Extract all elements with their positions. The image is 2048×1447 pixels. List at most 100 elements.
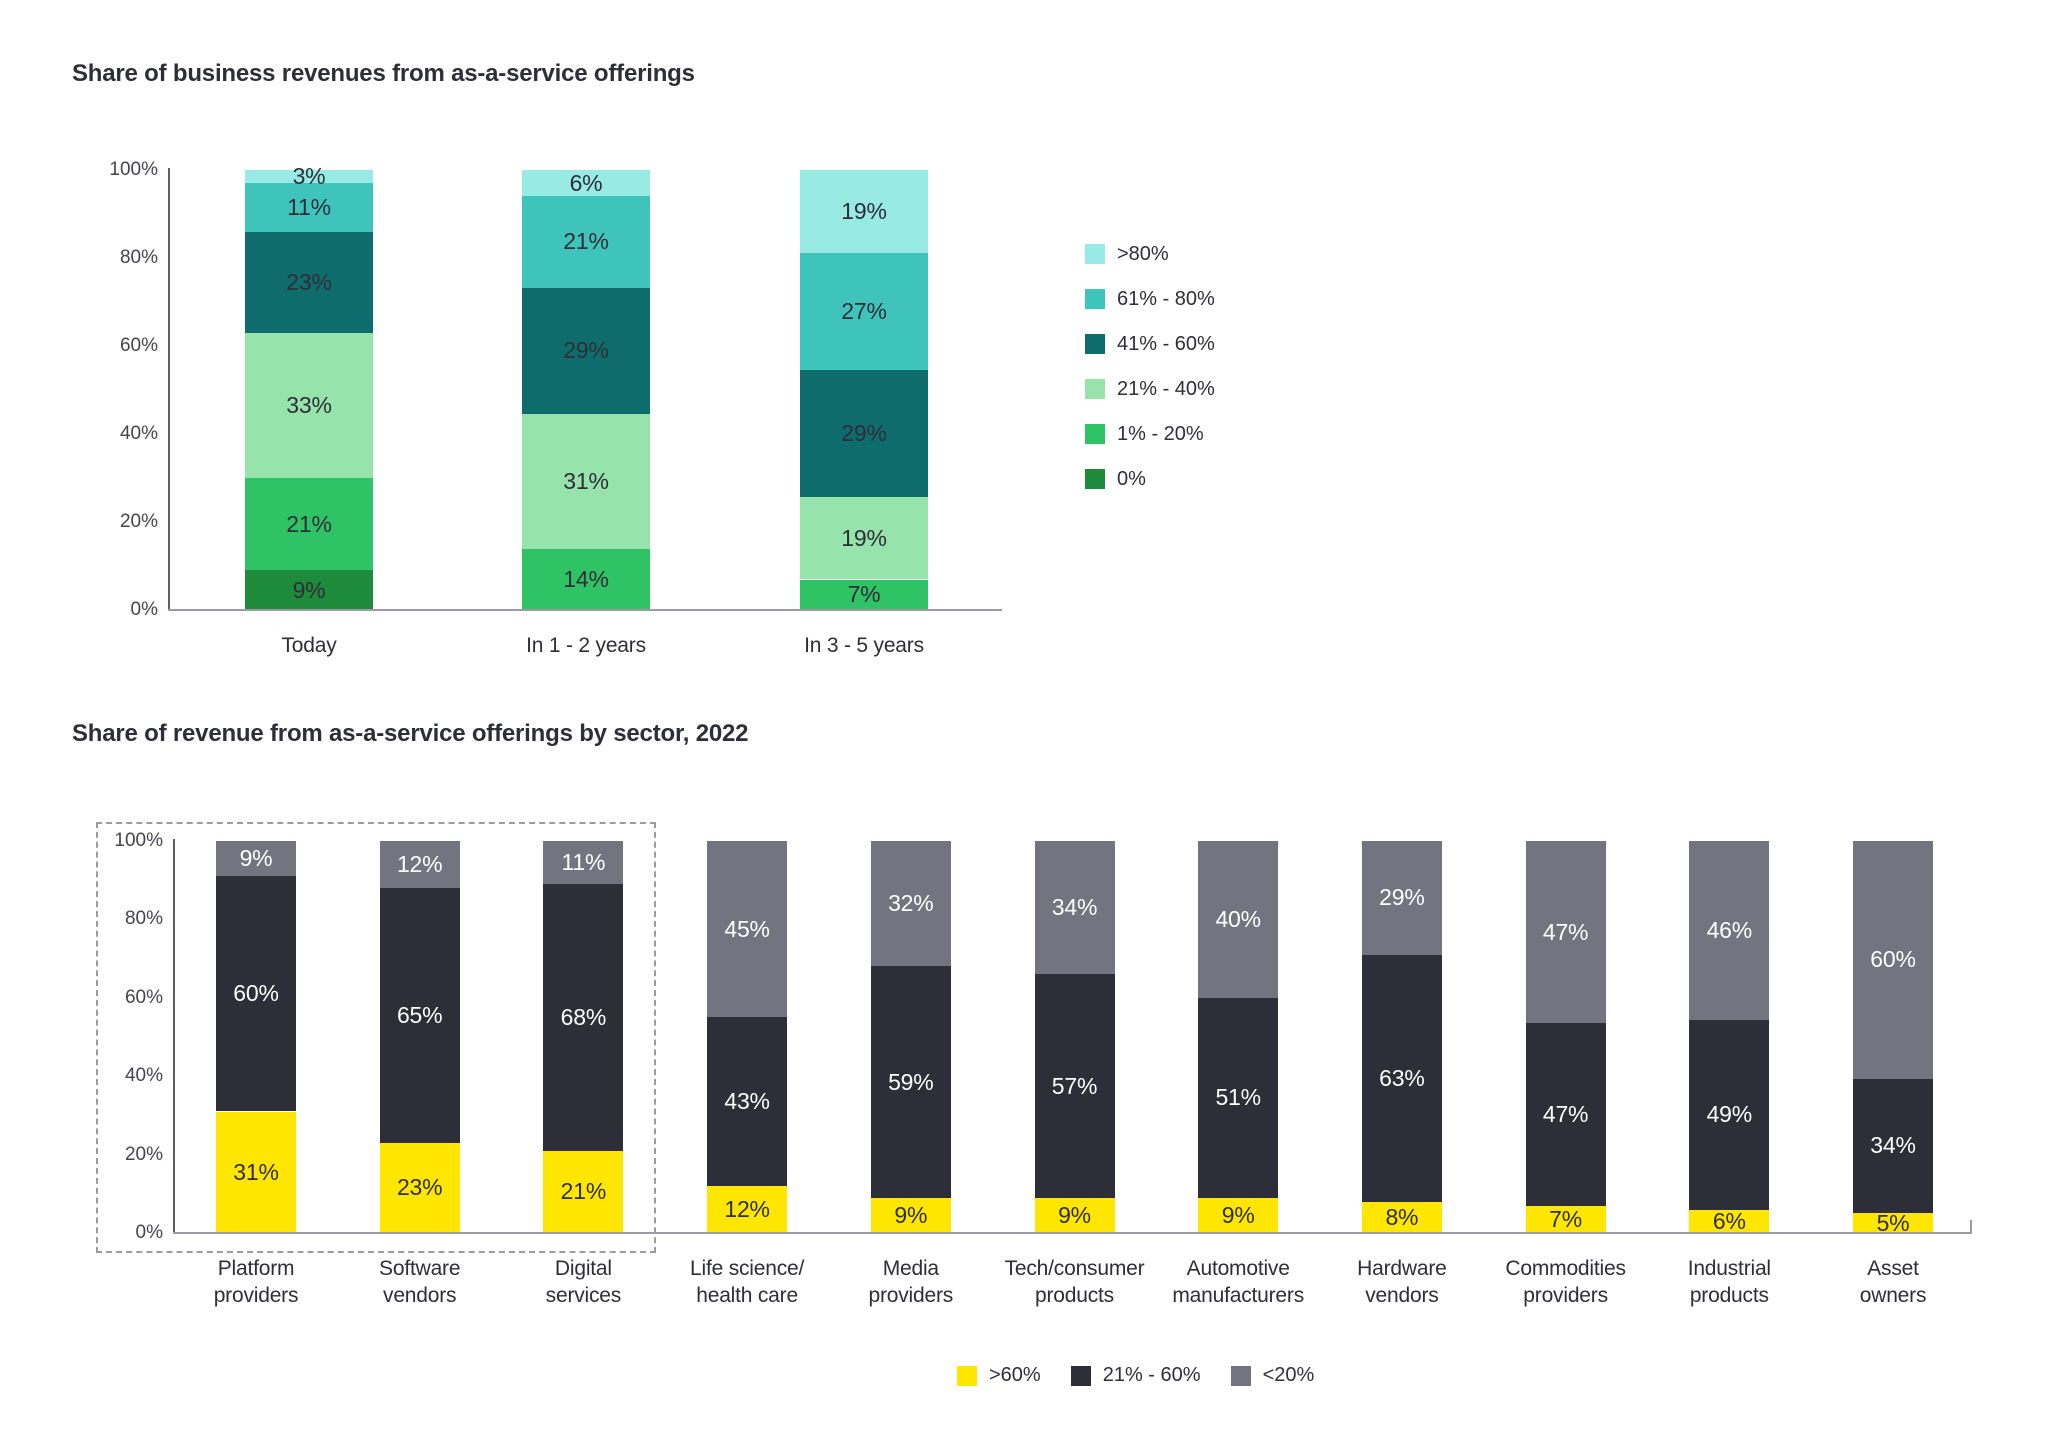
bar-value-label: 46% (1706, 916, 1753, 943)
bar-value-label: 7% (1549, 1205, 1583, 1232)
bar-value-label: 11% (287, 193, 331, 220)
legend-label: 0% (1117, 468, 1146, 490)
bar-segment (1526, 841, 1606, 1024)
bar-segment (245, 183, 373, 232)
bar-segment (1526, 1205, 1606, 1233)
y-axis-tick-label: 0% (130, 599, 158, 620)
x-axis-end-tick (1970, 1220, 1972, 1233)
y-axis-line (173, 839, 175, 1233)
bar-segment (1035, 974, 1115, 1198)
bar-value-label: 3% (292, 163, 326, 190)
bar-value-label: 21% (563, 228, 609, 255)
bar-segment (707, 1017, 787, 1186)
bar-value-label: 7% (847, 581, 881, 608)
bar-segment (522, 196, 650, 288)
x-axis-line (168, 609, 1002, 611)
category-label: Life science/ health care (690, 1257, 805, 1308)
category-label: Automotive manufacturers (1172, 1257, 1304, 1308)
bar-segment (1362, 1201, 1442, 1233)
bar-segment (871, 841, 951, 967)
bar-value-label: 34% (1870, 1132, 1916, 1159)
category-label: Tech/consumer products (1004, 1257, 1145, 1308)
bar-segment (245, 478, 373, 571)
bar-value-label: 9% (1058, 1201, 1091, 1228)
legend-item: 21% - 60% (1070, 1364, 1201, 1387)
bar-value-label: 31% (563, 468, 609, 494)
bar-segment (245, 231, 373, 333)
bar-value-label: 27% (841, 298, 887, 325)
bar-segment (245, 170, 373, 184)
legend-label: >60% (989, 1364, 1041, 1386)
bar-value-label: 29% (1379, 884, 1425, 911)
bar-value-label: 8% (1385, 1203, 1419, 1230)
bar-value-label: 23% (286, 268, 332, 295)
y-axis-tick-label: 40% (124, 1065, 163, 1087)
bar-segment (1526, 1023, 1606, 1206)
chart1-title: Share of business revenues from as-a-ser… (72, 60, 695, 87)
bar-segment (216, 876, 296, 1112)
bar-value-label: 68% (560, 1003, 607, 1030)
legend-swatch (1085, 244, 1105, 264)
bar-value-label: 14% (563, 566, 609, 592)
bar-segment (1035, 1197, 1115, 1233)
bar-value-label: 32% (888, 890, 934, 917)
legend-label: 21% - 40% (1117, 378, 1215, 400)
y-axis-tick-label: 80% (119, 247, 158, 268)
bar-value-label: 43% (724, 1088, 770, 1115)
legend-swatch (1085, 424, 1105, 444)
bar-value-label: 5% (1876, 1209, 1910, 1236)
bar-segment (871, 966, 951, 1198)
bar-segment (543, 1150, 623, 1233)
y-axis-tick-label: 80% (124, 908, 163, 930)
bar-value-label: 63% (1379, 1064, 1425, 1091)
legend-swatch (957, 1365, 977, 1386)
bar-segment (1362, 841, 1442, 955)
category-label: In 3 - 5 years (804, 634, 924, 657)
bar-segment (216, 1111, 296, 1233)
bar-value-label: 57% (1051, 1072, 1098, 1099)
legend-swatch (1085, 334, 1105, 354)
legend-label: 1% - 20% (1117, 423, 1204, 445)
bar-value-label: 29% (841, 420, 887, 447)
category-label: Software vendors (379, 1257, 461, 1308)
bar-segment (1853, 1213, 1933, 1233)
bar-value-label: 9% (292, 576, 326, 603)
bar-value-label: 11% (561, 849, 606, 876)
bar-segment (1198, 997, 1278, 1198)
bar-value-label: 34% (1051, 894, 1098, 921)
y-axis-tick-label: 0% (135, 1222, 163, 1243)
bar-segment (522, 414, 650, 549)
category-label: Today (281, 634, 337, 657)
bar-segment (245, 570, 373, 610)
bar-segment (543, 841, 623, 885)
bar-segment (800, 252, 928, 371)
x-axis-line (173, 1232, 1972, 1234)
category-label: Media providers (868, 1257, 954, 1308)
bar-value-label: 51% (1215, 1084, 1261, 1111)
y-axis-tick-label: 100% (109, 159, 158, 180)
bar-value-label: 6% (1712, 1207, 1746, 1234)
bar-value-label: 9% (1221, 1201, 1255, 1228)
bar-value-label: 9% (894, 1201, 928, 1228)
bar-value-label: 29% (563, 337, 609, 364)
y-axis-tick-label: 20% (124, 1143, 163, 1165)
bar-value-label: 12% (724, 1196, 770, 1222)
legend-label: 41% - 60% (1117, 333, 1215, 355)
bar-segment (1198, 1197, 1278, 1233)
legend: >60% 21% - 60% <20% (957, 1364, 1314, 1387)
bar-value-label: 21% (560, 1178, 607, 1205)
bar-segment (800, 170, 928, 253)
bar-value-label: 31% (233, 1158, 279, 1185)
bar-segment (380, 888, 460, 1143)
bar-value-label: 19% (841, 197, 887, 224)
legend-swatch (1085, 379, 1105, 399)
chart2-title: Share of revenue from as-a-service offer… (72, 720, 749, 747)
category-label: Asset owners (1859, 1257, 1927, 1308)
bar-value-label: 40% (1215, 905, 1261, 932)
bar-value-label: 65% (396, 1001, 443, 1028)
legend-label: >80% (1117, 243, 1169, 265)
legend-swatch (1230, 1365, 1251, 1386)
bar-segment (1362, 954, 1442, 1202)
category-label: Hardware vendors (1357, 1257, 1447, 1308)
